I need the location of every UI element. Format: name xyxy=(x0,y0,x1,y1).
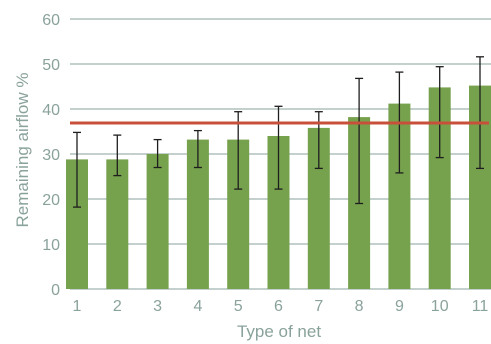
x-tick-label-6: 6 xyxy=(274,298,283,315)
error-bar-4 xyxy=(193,129,202,169)
x-tick-label-11: 11 xyxy=(472,298,489,315)
x-tick-label-2: 2 xyxy=(113,298,122,315)
y-tick-label-40: 40 xyxy=(42,102,60,119)
error-bar-3 xyxy=(153,138,162,169)
x-tick-label-7: 7 xyxy=(314,298,323,315)
x-tick-label-3: 3 xyxy=(153,298,162,315)
bar-7 xyxy=(307,127,330,290)
y-tick-label-60: 60 xyxy=(42,12,60,29)
x-tick-label-1: 1 xyxy=(73,298,82,315)
y-tick-label-10: 10 xyxy=(42,237,60,254)
x-tick-label-10: 10 xyxy=(431,298,449,315)
bar-2 xyxy=(106,159,129,289)
error-bar-5 xyxy=(234,111,243,190)
error-bar-11 xyxy=(476,56,484,170)
bar-10 xyxy=(428,87,451,290)
bar-5 xyxy=(227,139,250,289)
error-bar-6 xyxy=(274,105,283,190)
bar-9 xyxy=(388,103,411,289)
error-bar-8 xyxy=(355,77,364,205)
x-tick-label-9: 9 xyxy=(395,298,404,315)
y-tick-label-30: 30 xyxy=(42,147,60,164)
x-tick-label-8: 8 xyxy=(355,298,364,315)
error-bars xyxy=(73,56,484,208)
bars xyxy=(66,85,491,290)
bar-11 xyxy=(469,85,491,289)
y-axis-title: Remaining airflow % xyxy=(13,73,32,228)
x-tick-label-5: 5 xyxy=(234,298,243,315)
bar-6 xyxy=(267,136,290,289)
y-tick-label-50: 50 xyxy=(42,57,60,74)
error-bar-1 xyxy=(73,131,81,208)
bar-3 xyxy=(146,154,169,289)
bar-4 xyxy=(186,139,209,289)
x-tick-label-4: 4 xyxy=(193,298,202,315)
error-bar-2 xyxy=(113,134,122,177)
x-tick-labels: 1 2 3 4 5 6 7 8 9 10 11 xyxy=(73,298,489,315)
y-tick-label-20: 20 xyxy=(42,192,60,209)
x-axis-title: Type of net xyxy=(237,322,321,341)
y-tick-labels: 0 10 20 30 40 50 60 xyxy=(42,12,60,299)
error-bar-10 xyxy=(435,66,444,159)
error-bar-7 xyxy=(314,111,323,170)
y-tick-label-0: 0 xyxy=(51,282,60,299)
bar-1 xyxy=(66,159,88,289)
